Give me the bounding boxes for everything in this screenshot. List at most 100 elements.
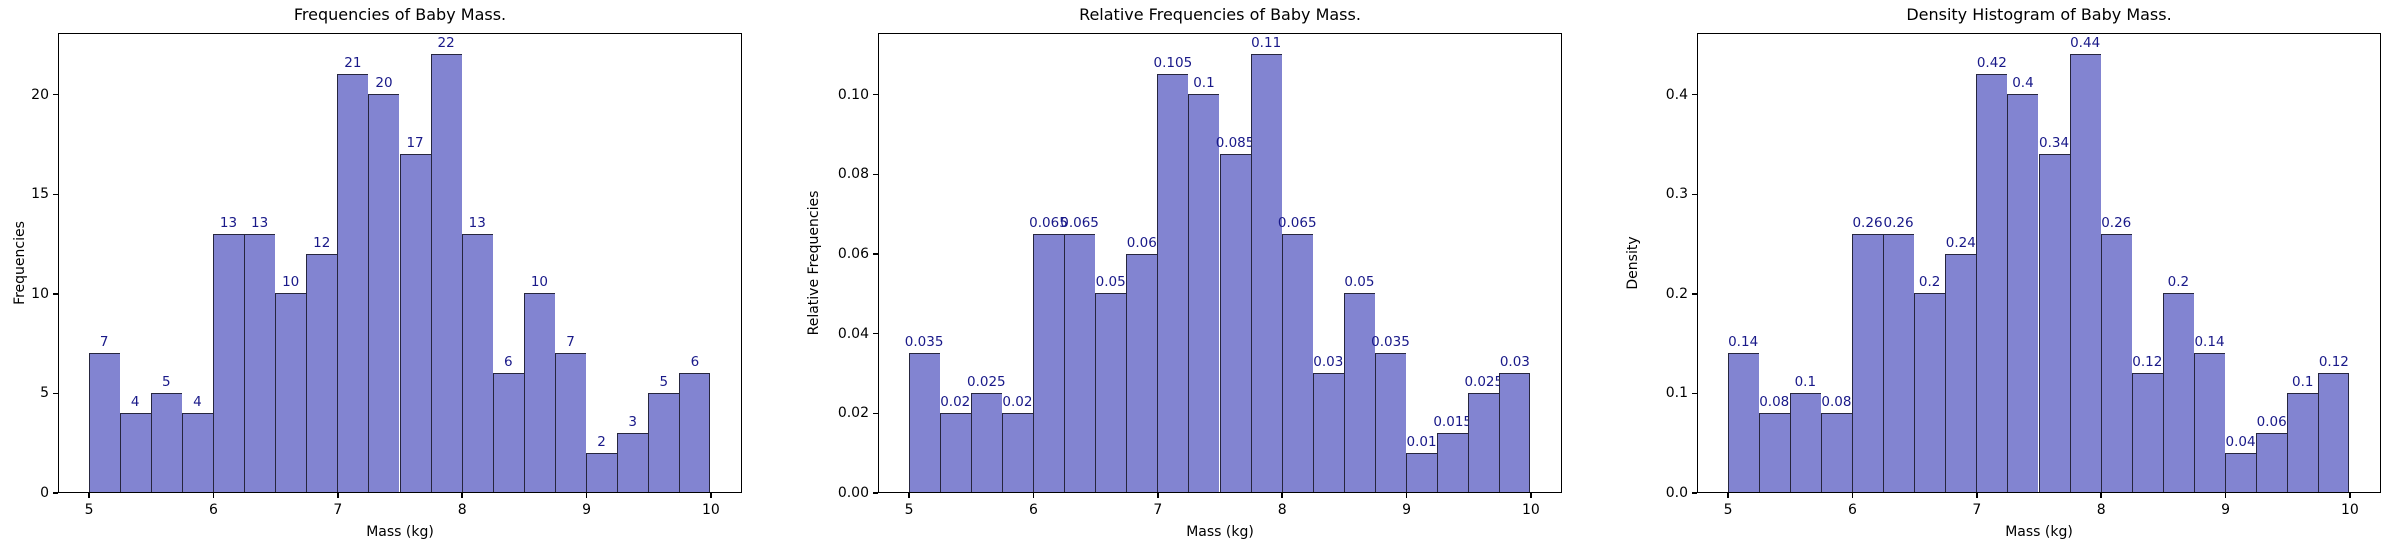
histogram-bar — [586, 452, 618, 493]
histogram-bar — [1727, 353, 1759, 493]
x-tick-label: 8 — [2096, 502, 2106, 518]
x-tick-mark — [908, 493, 910, 498]
y-tick-mark — [873, 173, 878, 176]
histogram-bar — [1095, 293, 1127, 493]
histogram-bar — [523, 293, 555, 493]
histogram-bar — [2007, 94, 2039, 493]
x-tick-label: 6 — [1028, 502, 1038, 518]
bar-value-label: 0.02 — [1002, 393, 1033, 410]
y-tick-mark — [53, 293, 58, 295]
histogram-bar — [1281, 233, 1313, 493]
x-tick-mark — [1976, 493, 1978, 498]
histogram-bar — [1064, 233, 1096, 493]
histogram-bar — [554, 353, 587, 493]
x-tick-label: 9 — [582, 502, 591, 518]
histogram-bar — [2225, 452, 2257, 493]
y-tick-mark — [1692, 392, 1697, 395]
bar-value-label: 0.03 — [1499, 354, 1530, 371]
x-tick-label: 7 — [1972, 502, 1982, 518]
bar-value-label: 0.04 — [2225, 433, 2256, 450]
y-tick-mark — [873, 253, 878, 255]
bar-value-label: 4 — [193, 393, 202, 410]
histogram-bar — [244, 233, 276, 493]
x-tick-label: 5 — [1723, 502, 1733, 518]
y-tick-mark — [53, 392, 58, 395]
histogram-bar — [492, 373, 524, 493]
histogram-bar — [1851, 233, 1884, 493]
bar-value-label: 4 — [130, 393, 140, 410]
bar-value-label: 0.26 — [1852, 214, 1883, 231]
histogram-bar — [275, 293, 307, 493]
histogram-bar — [1437, 432, 1469, 493]
histogram-bar — [181, 412, 213, 493]
y-tick-label: 0.1 — [1665, 385, 1688, 402]
bar-value-label: 0.015 — [1433, 413, 1472, 430]
histogram-bar — [2287, 392, 2319, 493]
x-tick-label: 9 — [1402, 502, 1411, 518]
histogram-bar — [2162, 293, 2194, 493]
bar-value-label: 0.065 — [1277, 214, 1317, 231]
histogram-bar — [399, 153, 431, 493]
x-tick-mark — [212, 493, 215, 498]
histogram-bar — [1374, 353, 1407, 493]
bar-value-label: 0.065 — [1060, 214, 1099, 231]
bar-value-label: 0.42 — [1976, 55, 2007, 72]
x-tick-label: 9 — [2221, 502, 2230, 518]
histogram-bar — [88, 353, 120, 493]
bar-value-label: 0.12 — [2318, 354, 2349, 371]
histogram-bar — [2318, 373, 2350, 493]
y-tick-label: 20 — [31, 86, 49, 103]
y-tick-mark — [873, 93, 878, 96]
bar-value-label: 0.08 — [1821, 393, 1852, 410]
y-tick-label: 0.0 — [1665, 485, 1688, 501]
x-tick-label: 6 — [1847, 502, 1857, 518]
bar-value-label: 0.065 — [1029, 214, 1068, 231]
histogram-bar — [1157, 74, 1189, 493]
histogram-bar — [908, 353, 940, 493]
histogram-bar — [1343, 293, 1375, 493]
bar-value-label: 0.035 — [1371, 334, 1410, 351]
x-tick-label: 10 — [2340, 502, 2359, 518]
y-tick-label: 5 — [40, 385, 49, 402]
histogram-bar — [1758, 412, 1790, 493]
y-tick-label: 15 — [31, 186, 49, 203]
histogram-bar — [2100, 233, 2132, 493]
bar-value-label: 21 — [344, 55, 362, 72]
x-tick-mark — [1032, 493, 1035, 498]
histogram-bar — [1883, 233, 1915, 493]
x-axis-label-mass-2: Mass (kg) — [1186, 524, 1254, 540]
bar-value-label: 0.14 — [1728, 334, 1759, 351]
x-tick-mark — [710, 493, 712, 498]
x-tick-mark — [1727, 493, 1729, 498]
bar-value-label: 0.06 — [2256, 413, 2287, 430]
y-tick-label: 0.08 — [837, 166, 869, 183]
chart-title-frequencies: Frequencies of Baby Mass. — [293, 5, 507, 24]
x-tick-label: 7 — [1153, 502, 1163, 518]
bar-value-label: 0.2 — [2167, 274, 2190, 291]
plot-area-relative-frequencies: 0.035 0.02 0.025 0.02 0.065 0.065 0.05 0.06 0.10… — [878, 33, 1562, 493]
histogram-bar — [1945, 253, 1977, 493]
histogram-bar — [648, 392, 680, 493]
bar-value-label: 2 — [597, 433, 606, 450]
histogram-bar — [1820, 412, 1852, 493]
y-tick-mark — [53, 193, 58, 196]
bar-value-label: 13 — [219, 214, 238, 231]
histogram-bar — [2131, 373, 2163, 493]
histogram-bar — [461, 233, 493, 493]
y-axis-label-density: Density — [1625, 236, 1641, 290]
y-tick-label: 0.00 — [837, 485, 869, 501]
x-tick-mark — [1405, 493, 1408, 498]
y-tick-label: 0.2 — [1665, 285, 1688, 302]
x-tick-label: 8 — [457, 502, 467, 518]
x-tick-label: 5 — [84, 502, 94, 518]
x-tick-mark — [1281, 493, 1283, 498]
x-tick-label: 5 — [904, 502, 914, 518]
bar-value-label: 17 — [406, 134, 424, 151]
x-tick-mark — [2224, 493, 2227, 498]
bar-value-label: 0.14 — [2194, 334, 2225, 351]
bar-value-label: 0.02 — [940, 393, 971, 410]
histogram-bar — [1032, 233, 1065, 493]
histogram-bar — [1789, 392, 1821, 493]
histogram-bar — [1976, 74, 2008, 493]
